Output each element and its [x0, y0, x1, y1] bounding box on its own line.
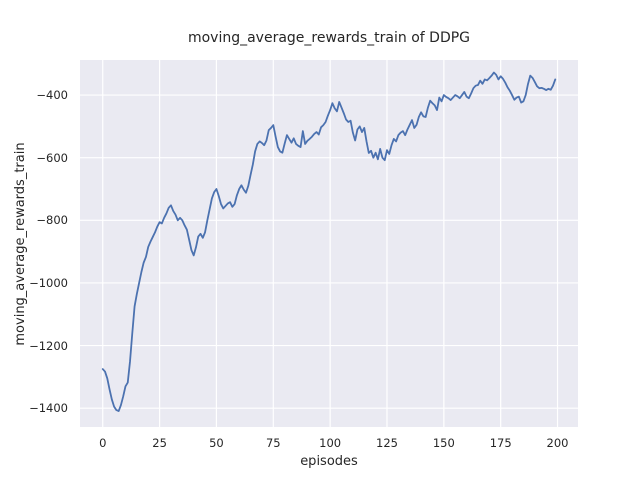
- x-tick-label: 100: [319, 436, 342, 450]
- x-tick-label: 0: [99, 436, 107, 450]
- x-tick-label: 75: [265, 436, 281, 450]
- chart-title: moving_average_rewards_train of DDPG: [187, 30, 471, 46]
- x-tick-label: 25: [152, 436, 167, 450]
- y-tick-label: −1000: [29, 275, 68, 290]
- y-axis-label: moving_average_rewards_train: [13, 142, 28, 346]
- x-tick-label: 50: [209, 436, 224, 450]
- x-tick-label: 125: [376, 436, 398, 450]
- plot-background: [80, 60, 578, 427]
- x-tick-label: 150: [432, 436, 455, 450]
- y-tick-label: −1200: [29, 338, 68, 353]
- x-tick-label: 175: [489, 436, 512, 450]
- x-tick-label: 200: [546, 436, 569, 450]
- x-axis-label: episodes: [300, 454, 358, 469]
- y-tick-label: −600: [36, 150, 68, 165]
- y-tick-label: −400: [36, 88, 68, 103]
- y-tick-label: −1400: [29, 401, 68, 416]
- reward-line: [101, 71, 557, 412]
- line-chart: [80, 60, 578, 427]
- y-tick-label: −800: [36, 213, 68, 228]
- plot-area: [80, 60, 578, 427]
